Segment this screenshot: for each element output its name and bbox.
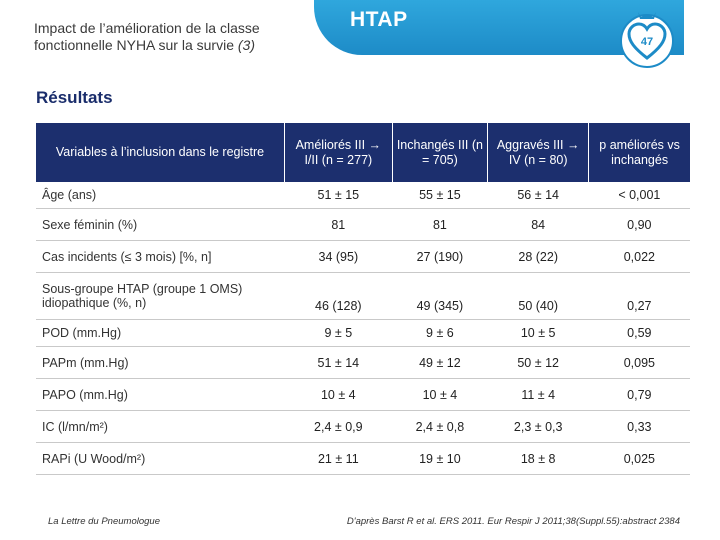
slide-subtitle-reference: (3) xyxy=(237,37,256,53)
section-title: Résultats xyxy=(36,88,113,107)
table-cell: 51 ± 14 xyxy=(284,346,393,379)
footer-publication: La Lettre du Pneumologue xyxy=(48,516,160,527)
page-number: 47 xyxy=(640,36,654,48)
table-cell: 0,33 xyxy=(588,410,690,443)
row-label: Sexe féminin (%) xyxy=(36,208,285,241)
row-label: Cas incidents (≤ 3 mois) [%, n] xyxy=(36,240,285,273)
row-label: PAPO (mm.Hg) xyxy=(36,378,285,411)
table-cell: 10 ± 4 xyxy=(284,378,393,411)
banner-title: HTAP xyxy=(350,8,408,31)
column-header-p-value: p améliorés vs inchangés xyxy=(588,123,690,182)
table-cell: 49 ± 12 xyxy=(392,346,488,379)
table-cell: 21 ± 11 xyxy=(284,442,393,475)
table-cell: 9 ± 5 xyxy=(284,319,393,347)
row-label: PAPm (mm.Hg) xyxy=(36,346,285,379)
table-cell: 18 ± 8 xyxy=(487,442,589,475)
table-cell: 55 ± 15 xyxy=(392,182,488,209)
column-header-improved: Améliorés III → I/II (n = 277) xyxy=(284,123,393,182)
table-cell: 19 ± 10 xyxy=(392,442,488,475)
table-cell: 10 ± 5 xyxy=(487,319,589,347)
table-cell: 84 xyxy=(487,208,589,241)
column-header-worsened: Aggravés III → IV (n = 80) xyxy=(487,123,590,182)
table-row: Cas incidents (≤ 3 mois) [%, n] 34 (95) … xyxy=(36,240,690,273)
table-cell: 2,3 ± 0,3 xyxy=(487,410,589,443)
table-cell: 34 (95) xyxy=(284,240,393,273)
table-cell: < 0,001 xyxy=(588,182,690,209)
row-label: RAPi (U Wood/m²) xyxy=(36,442,285,475)
table-cell: 81 xyxy=(284,208,393,241)
table-row: Âge (ans) 51 ± 15 55 ± 15 56 ± 14 < 0,00… xyxy=(36,182,690,209)
table-cell: 0,90 xyxy=(588,208,690,241)
table-row: RAPi (U Wood/m²) 21 ± 11 19 ± 10 18 ± 8 … xyxy=(36,442,690,475)
table-cell: 46 (128) xyxy=(284,272,393,320)
table-cell: 0,59 xyxy=(588,319,690,347)
table-row: PAPm (mm.Hg) 51 ± 14 49 ± 12 50 ± 12 0,0… xyxy=(36,346,690,379)
column-header-unchanged: Inchangés III (n = 705) xyxy=(392,123,489,182)
table-cell: 2,4 ± 0,8 xyxy=(392,410,488,443)
slide-subtitle: Impact de l’amélioration de la classe fo… xyxy=(34,20,304,54)
table-cell: 11 ± 4 xyxy=(487,378,589,411)
table-cell: 51 ± 15 xyxy=(284,182,393,209)
table-cell: 56 ± 14 xyxy=(487,182,589,209)
table-cell: 0,025 xyxy=(588,442,690,475)
table-row: IC (l/mn/m²) 2,4 ± 0,9 2,4 ± 0,8 2,3 ± 0… xyxy=(36,410,690,443)
table-row: Sous-groupe HTAP (groupe 1 OMS) idiopath… xyxy=(36,272,690,320)
column-header-variables: Variables à l’inclusion dans le registre xyxy=(36,123,285,182)
table-cell: 0,095 xyxy=(588,346,690,379)
table-cell: 10 ± 4 xyxy=(392,378,488,411)
table-cell: 0,022 xyxy=(588,240,690,273)
table-cell: 9 ± 6 xyxy=(392,319,488,347)
table-row: Sexe féminin (%) 81 81 84 0,90 xyxy=(36,208,690,241)
table-cell: 0,27 xyxy=(588,272,690,320)
table-row: POD (mm.Hg) 9 ± 5 9 ± 6 10 ± 5 0,59 xyxy=(36,319,690,347)
results-table: Variables à l’inclusion dans le registre… xyxy=(36,123,690,475)
table-cell: 50 ± 12 xyxy=(487,346,589,379)
row-label: Sous-groupe HTAP (groupe 1 OMS) idiopath… xyxy=(36,272,285,320)
heart-logo-icon xyxy=(620,12,674,68)
row-label: Âge (ans) xyxy=(36,182,285,209)
table-cell: 2,4 ± 0,9 xyxy=(284,410,393,443)
slide-subtitle-text: Impact de l’amélioration de la classe fo… xyxy=(34,20,260,53)
table-cell: 28 (22) xyxy=(487,240,589,273)
table-cell: 81 xyxy=(392,208,488,241)
footer-citation: D'après Barst R et al. ERS 2011. Eur Res… xyxy=(346,516,680,527)
table-cell: 27 (190) xyxy=(392,240,488,273)
table-cell: 0,79 xyxy=(588,378,690,411)
row-label: IC (l/mn/m²) xyxy=(36,410,285,443)
table-header-row: Variables à l’inclusion dans le registre… xyxy=(36,123,690,182)
table-cell: 49 (345) xyxy=(392,272,488,320)
row-label: POD (mm.Hg) xyxy=(36,319,285,347)
table-cell: 50 (40) xyxy=(487,272,589,320)
table-row: PAPO (mm.Hg) 10 ± 4 10 ± 4 11 ± 4 0,79 xyxy=(36,378,690,411)
